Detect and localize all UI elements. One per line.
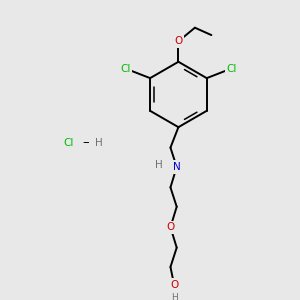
Text: H: H — [155, 160, 163, 170]
Text: –: – — [83, 136, 89, 149]
Text: O: O — [166, 222, 175, 232]
Text: H: H — [171, 292, 178, 300]
Text: H: H — [95, 138, 103, 148]
Text: Cl: Cl — [64, 138, 74, 148]
Text: O: O — [170, 280, 178, 290]
Text: O: O — [174, 36, 182, 46]
Text: Cl: Cl — [226, 64, 237, 74]
Text: Cl: Cl — [120, 64, 130, 74]
Text: N: N — [173, 162, 181, 172]
